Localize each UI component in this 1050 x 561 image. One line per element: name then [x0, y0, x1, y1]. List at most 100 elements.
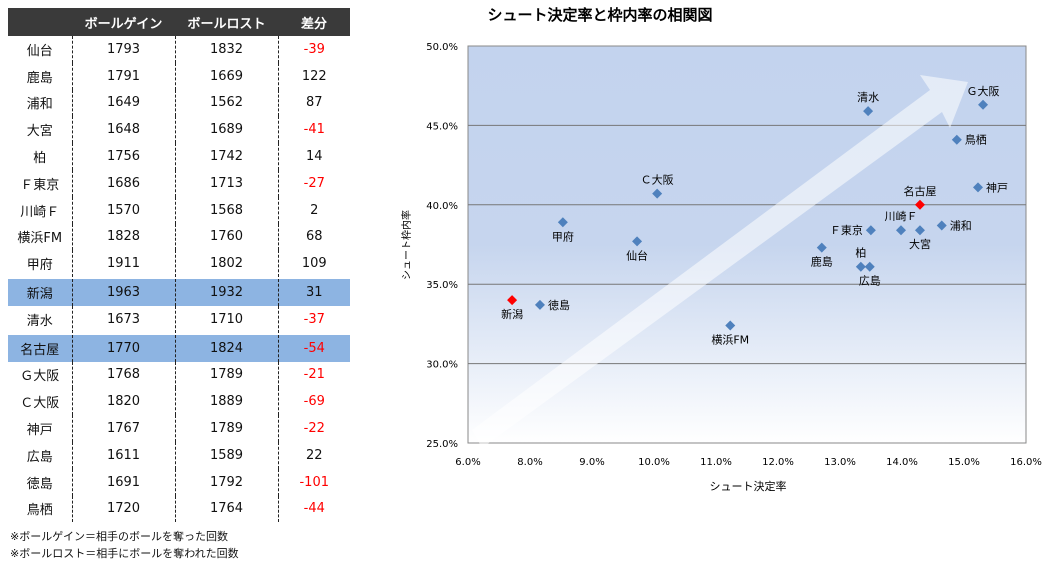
- table-row: 鳥栖 1720 1764 -44: [8, 495, 350, 523]
- footnote-lost: ※ボールロスト＝相手にボールを奪われた回数: [10, 547, 239, 560]
- data-point: [652, 188, 663, 199]
- cell-lost: 1689: [174, 116, 278, 144]
- cell-gain: 1770: [71, 333, 175, 362]
- cell-diff: -21: [277, 361, 350, 389]
- x-tick-label: 8.0%: [517, 457, 542, 468]
- cell-diff: -22: [277, 415, 350, 442]
- point-label: 柏: [855, 246, 866, 260]
- cell-lost: 1710: [174, 305, 278, 334]
- data-point: [863, 106, 874, 117]
- cell-gain: 1686: [71, 169, 175, 197]
- table-row: 横浜FM 1828 1760 68: [8, 223, 350, 251]
- data-point: [936, 220, 947, 231]
- column-header: ボールロスト: [175, 8, 278, 36]
- point-label: 鳥栖: [965, 133, 987, 147]
- x-tick-label: 12.0%: [762, 457, 794, 468]
- x-tick-label: 9.0%: [579, 457, 604, 468]
- cell-team: 仙台: [26, 43, 53, 59]
- cell-gain: 1963: [71, 278, 175, 306]
- point-label: 新潟: [501, 307, 523, 321]
- table-row: Ｇ大阪 1768 1789 -21: [8, 361, 350, 389]
- x-tick-label: 11.0%: [700, 457, 732, 468]
- table-row: 新潟 1963 1932 31: [8, 278, 350, 306]
- point-label: Ｆ東京: [830, 223, 863, 237]
- table-row: 浦和 1649 1562 87: [8, 89, 350, 117]
- cell-diff: -41: [277, 116, 350, 144]
- cell-gain: 1791: [71, 62, 175, 90]
- data-point: [914, 199, 925, 210]
- table-row: 鹿島 1791 1669 122: [8, 62, 350, 90]
- column-header: 差分: [278, 8, 350, 36]
- cell-lost: 1824: [174, 333, 278, 362]
- y-tick-label: 35.0%: [426, 280, 458, 291]
- data-point: [507, 295, 518, 306]
- column-header: [8, 8, 72, 36]
- y-tick-label: 40.0%: [426, 201, 458, 212]
- x-tick-label: 16.0%: [1010, 457, 1042, 468]
- cell-team: 新潟: [8, 278, 72, 306]
- x-tick-label: 15.0%: [948, 457, 980, 468]
- cell-gain: 1828: [71, 223, 175, 251]
- cell-team: 清水: [26, 313, 53, 329]
- data-point: [816, 242, 827, 253]
- cell-gain: 1649: [71, 89, 175, 117]
- y-tick-label: 25.0%: [426, 439, 458, 450]
- data-point: [864, 261, 875, 272]
- table-row: 仙台 1793 1832 -39: [8, 36, 350, 63]
- cell-lost: 1760: [174, 223, 278, 251]
- chart-title: シュート決定率と枠内率の相関図: [487, 6, 712, 24]
- cell-diff: -101: [277, 468, 350, 496]
- cell-team: 川崎Ｆ: [20, 204, 60, 220]
- cell-lost: 1789: [174, 415, 278, 442]
- data-point: [632, 236, 643, 247]
- cell-team: Ｇ大阪: [20, 369, 60, 385]
- point-label: 甲府: [552, 229, 574, 243]
- cell-gain: 1648: [71, 116, 175, 144]
- cell-diff: 68: [277, 223, 350, 251]
- table-row: Ｃ大阪 1820 1889 -69: [8, 388, 350, 416]
- data-point: [865, 225, 876, 236]
- cell-lost: 1562: [174, 89, 278, 117]
- ball-stats-table: ボールゲイン ボールロスト 差分 仙台 1793 1832 -39 鹿島 1791 1669 12…: [8, 8, 350, 523]
- data-point: [855, 261, 866, 272]
- table-row: 川崎Ｆ 1570 1568 2: [8, 196, 350, 224]
- cell-lost: 1589: [174, 441, 278, 469]
- cell-diff: -54: [277, 333, 350, 362]
- data-point: [896, 225, 907, 236]
- cell-diff: -44: [277, 495, 350, 523]
- cell-lost: 1789: [174, 361, 278, 389]
- cell-gain: 1911: [71, 250, 175, 279]
- cell-team: 横浜FM: [17, 231, 63, 247]
- cell-team: Ｆ東京: [20, 177, 60, 193]
- point-label: 横浜FM: [711, 332, 749, 346]
- point-label: 神戸: [986, 180, 1008, 194]
- cell-diff: 122: [277, 62, 350, 90]
- table-row: 徳島 1691 1792 -101: [8, 468, 350, 496]
- point-label: 大宮: [909, 237, 931, 251]
- table-row: 名古屋 1770 1824 -54: [8, 333, 350, 362]
- table-row: 大宮 1648 1689 -41: [8, 116, 350, 144]
- cell-gain: 1720: [71, 495, 175, 523]
- cell-team: 徳島: [26, 476, 53, 492]
- point-label: 清水: [857, 91, 879, 104]
- cell-gain: 1793: [71, 36, 175, 63]
- x-axis-label: シュート決定率: [710, 479, 787, 493]
- point-label: 名古屋: [903, 184, 936, 198]
- cell-diff: -37: [277, 305, 350, 334]
- table-row: 広島 1611 1589 22: [8, 441, 350, 469]
- table-header: ボールゲイン ボールロスト 差分: [8, 8, 350, 36]
- cell-diff: -27: [277, 169, 350, 197]
- cell-lost: 1764: [174, 495, 278, 523]
- cell-team: 柏: [33, 151, 47, 167]
- cell-gain: 1820: [71, 388, 175, 416]
- x-tick-label: 6.0%: [455, 457, 480, 468]
- point-label: Ｃ大阪: [641, 173, 674, 187]
- cell-team: 甲府: [26, 258, 53, 274]
- cell-lost: 1932: [174, 278, 278, 306]
- cell-lost: 1669: [174, 62, 278, 90]
- trend-arrow: [472, 75, 968, 448]
- table-row: 清水 1673 1710 -37: [8, 305, 350, 334]
- cell-diff: -39: [277, 36, 350, 63]
- cell-gain: 1611: [71, 441, 175, 469]
